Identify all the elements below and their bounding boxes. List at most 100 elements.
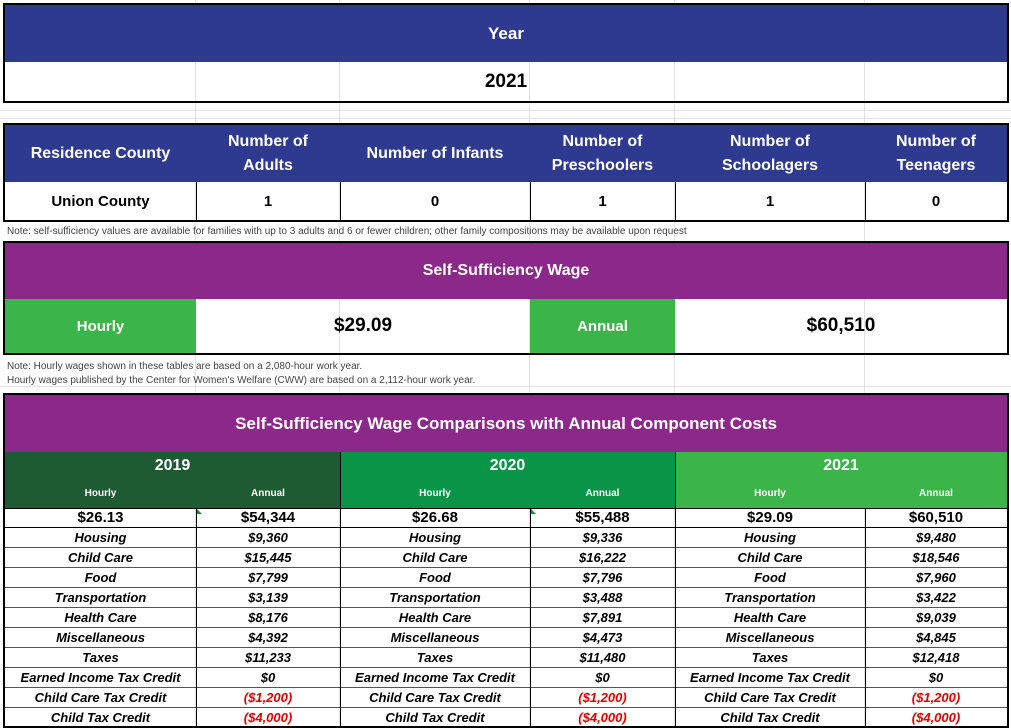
hourly-wage-label: Hourly [5,299,196,353]
component-label: Earned Income Tax Credit [20,669,181,685]
row-divider [5,687,1007,688]
component-value[interactable]: $9,039 [916,609,956,625]
year-2021-header: 2021 Hourly Annual [675,452,1007,508]
component-label: Child Tax Credit [50,709,151,725]
hourly-wage-value[interactable]: $29.09 [333,315,393,336]
component-label: Food [754,569,786,585]
component-value[interactable]: $9,360 [248,529,288,545]
component-label: Health Care [64,609,137,625]
component-costs-table: Housing $9,360 Child Care $15,445 Food $7,799… [5,527,1007,726]
component-label: Child Care Tax Credit [34,689,167,705]
infants-value[interactable]: 0 [430,192,440,210]
row-divider [5,587,1007,588]
component-value[interactable]: ($4,000) [911,709,961,725]
component-value[interactable]: $15,445 [244,549,292,565]
component-label: Child Tax Credit [385,709,485,725]
header-number-of-preschoolers: Number of Preschoolers [551,132,654,174]
component-label: Housing [409,529,461,545]
year-2020-annual-value[interactable]: $55,488 [575,509,630,526]
component-value[interactable]: ($1,200) [911,689,961,705]
year-2020-label: 2020 [489,457,526,474]
year-2020-hourly-value[interactable]: $26.68 [412,509,458,526]
row-divider [5,707,1007,708]
year-2021-hourly-col: Hourly [754,487,786,499]
component-value[interactable]: $4,845 [916,629,956,645]
component-value[interactable]: $7,799 [248,569,288,585]
year-2020-header: 2020 Hourly Annual [340,452,675,508]
teenagers-value[interactable]: 0 [931,192,941,210]
component-value[interactable]: $7,960 [916,569,956,585]
component-value[interactable]: $3,139 [248,589,288,605]
row-divider [5,567,1007,568]
component-value[interactable]: ($4,000) [578,709,627,725]
component-label: Child Care [737,549,803,565]
header-number-of-infants: Number of Infants [366,144,504,162]
component-value[interactable]: $9,336 [582,529,623,545]
component-label: Food [419,569,451,585]
adults-value[interactable]: 1 [263,192,273,210]
component-value[interactable]: ($1,200) [578,689,627,705]
row-divider [5,627,1007,628]
header-number-of-teenagers: Number of Teenagers [896,132,976,174]
component-value[interactable]: $4,473 [582,629,623,645]
residence-county-value[interactable]: Union County [51,192,150,210]
annual-wage-value[interactable]: $60,510 [806,315,876,336]
component-label: Child Tax Credit [720,709,820,725]
year-2021-annual-col: Annual [919,487,953,499]
component-label: Child Care [67,549,133,565]
component-label: Taxes [416,649,454,665]
component-value[interactable]: ($4,000) [243,709,293,725]
component-label: Miscellaneous [725,629,815,645]
component-label: Miscellaneous [56,629,145,645]
year-2019-label: 2019 [154,457,191,474]
header-number-of-adults: Number of Adults [228,132,308,174]
comparison-title: Self-Sufficiency Wage Comparisons with A… [5,395,1007,452]
cell-comment-marker [196,508,202,514]
component-value[interactable]: $0 [928,669,944,685]
component-value[interactable]: $3,488 [582,589,623,605]
component-label: Health Care [398,609,472,625]
component-label: Miscellaneous [390,629,480,645]
component-value[interactable]: $0 [260,669,276,685]
component-value[interactable]: $7,796 [582,569,623,585]
year-2021-label: 2021 [823,457,859,474]
component-value[interactable]: $12,418 [912,649,960,665]
header-residence-county: Residence County [30,144,171,162]
year-2021-annual-value[interactable]: $60,510 [908,509,964,526]
component-value[interactable]: $11,233 [244,649,292,665]
annual-wage-label: Annual [530,299,675,353]
component-value[interactable]: $9,480 [916,529,956,545]
year-2019-header: 2019 Hourly Annual [5,452,340,508]
component-label: Food [84,569,117,585]
year-2020-annual-col: Annual [585,487,620,499]
component-label: Child Care Tax Credit [704,689,836,705]
component-value[interactable]: ($1,200) [243,689,293,705]
year-value[interactable]: 2021 [484,70,528,92]
component-value[interactable]: $11,480 [579,649,626,665]
year-2019-hourly-value[interactable]: $26.13 [77,509,124,526]
component-value[interactable]: $0 [595,669,610,685]
component-value[interactable]: $4,392 [248,629,288,645]
year-2020-hourly-col: Hourly [419,487,451,499]
component-label: Transportation [54,589,147,605]
work-year-note-line1: Note: Hourly wages shown in these tables… [7,361,363,372]
component-label: Transportation [389,589,481,605]
schoolagers-value[interactable]: 1 [765,192,775,210]
year-2019-annual-value[interactable]: $54,344 [240,509,296,526]
wage-title: Self-Sufficiency Wage [5,243,1007,299]
family-header-row: Residence County Number of Adults Number… [5,125,1007,182]
year-2019-annual-col: Annual [251,487,285,499]
preschoolers-value[interactable]: 1 [598,192,607,210]
component-value[interactable]: $7,891 [582,609,623,625]
component-value[interactable]: $8,176 [248,609,288,625]
row-divider [5,607,1007,608]
row-divider [5,647,1007,648]
component-label: Child Care Tax Credit [369,689,501,705]
row-divider [5,547,1007,548]
year-2021-hourly-value[interactable]: $29.09 [747,509,793,526]
component-label: Taxes [82,649,119,665]
component-value[interactable]: $18,546 [912,549,960,565]
component-value[interactable]: $16,222 [579,549,626,565]
year-2019-hourly-col: Hourly [84,487,117,499]
component-value[interactable]: $3,422 [916,589,956,605]
